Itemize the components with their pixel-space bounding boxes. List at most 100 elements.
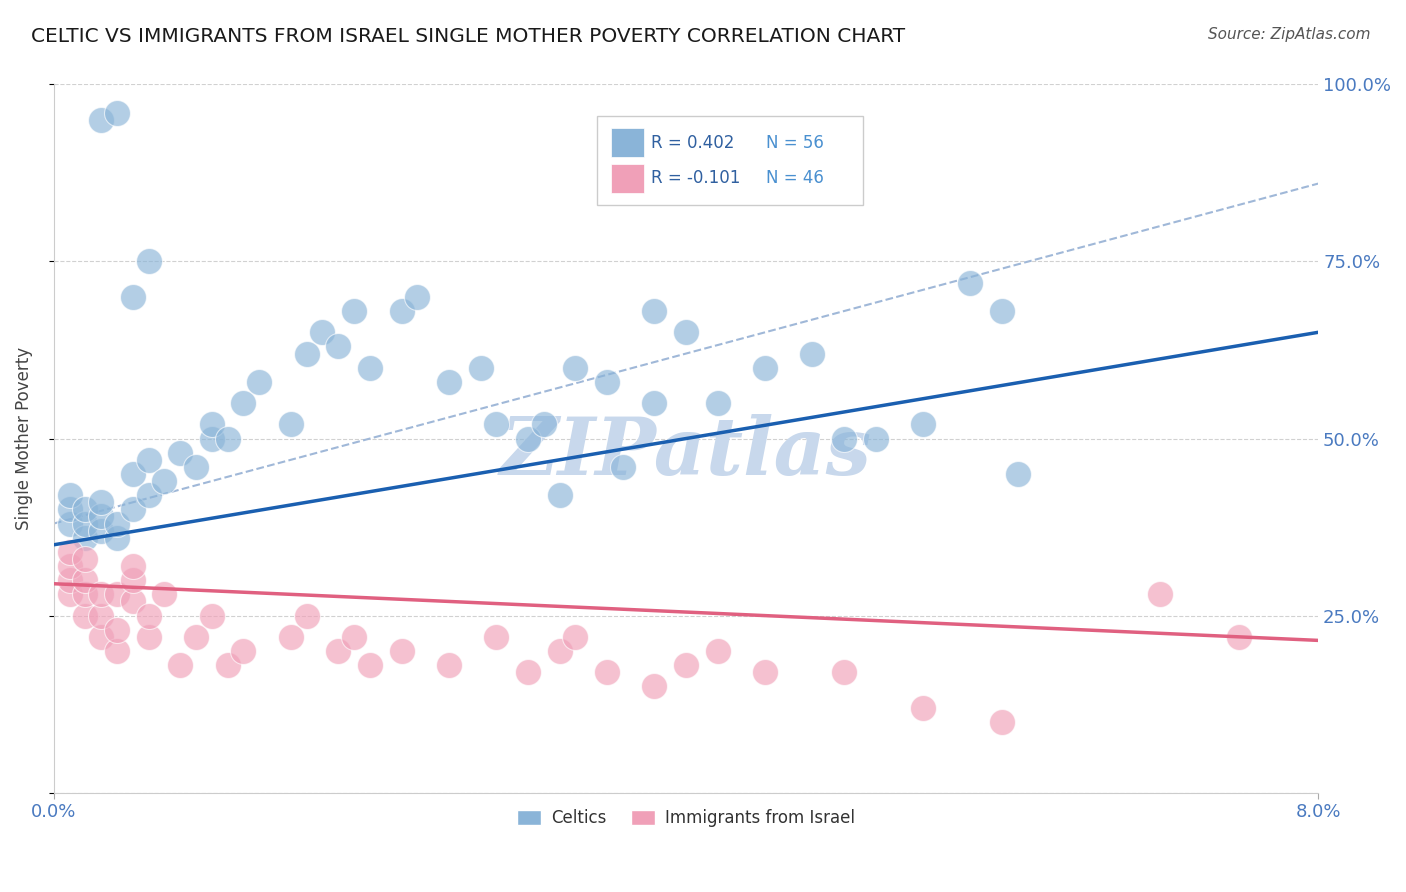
- Point: [991, 714, 1014, 729]
- Point: [105, 531, 128, 545]
- Point: [832, 665, 855, 680]
- Point: [90, 630, 112, 644]
- Point: [359, 658, 381, 673]
- Point: [59, 488, 82, 502]
- Point: [90, 495, 112, 509]
- Point: [391, 304, 413, 318]
- Point: [169, 658, 191, 673]
- Point: [706, 644, 728, 658]
- Point: [105, 587, 128, 601]
- Point: [169, 446, 191, 460]
- Point: [295, 608, 318, 623]
- Point: [59, 516, 82, 531]
- Point: [75, 516, 97, 531]
- Point: [311, 326, 333, 340]
- FancyBboxPatch shape: [612, 164, 644, 193]
- Point: [232, 644, 254, 658]
- Point: [105, 516, 128, 531]
- Point: [75, 587, 97, 601]
- Point: [596, 665, 619, 680]
- Point: [1227, 630, 1250, 644]
- Text: R = 0.402: R = 0.402: [651, 134, 734, 152]
- Point: [485, 417, 508, 432]
- Point: [485, 630, 508, 644]
- Point: [121, 502, 143, 516]
- Point: [391, 644, 413, 658]
- Point: [121, 559, 143, 574]
- Point: [706, 396, 728, 410]
- Point: [201, 432, 224, 446]
- Point: [596, 375, 619, 389]
- Point: [247, 375, 270, 389]
- Point: [959, 276, 981, 290]
- Point: [754, 360, 776, 375]
- Point: [533, 417, 555, 432]
- Point: [201, 608, 224, 623]
- Point: [343, 630, 366, 644]
- Point: [121, 573, 143, 587]
- Point: [217, 658, 239, 673]
- Text: Source: ZipAtlas.com: Source: ZipAtlas.com: [1208, 27, 1371, 42]
- Point: [121, 467, 143, 481]
- Point: [59, 545, 82, 559]
- Point: [138, 452, 160, 467]
- Point: [90, 524, 112, 538]
- Point: [59, 559, 82, 574]
- Point: [90, 509, 112, 524]
- Point: [612, 459, 634, 474]
- Point: [437, 375, 460, 389]
- Point: [184, 630, 207, 644]
- Point: [564, 630, 586, 644]
- Point: [801, 346, 824, 360]
- Point: [75, 531, 97, 545]
- Point: [280, 417, 302, 432]
- Point: [516, 432, 538, 446]
- Point: [105, 644, 128, 658]
- Point: [516, 665, 538, 680]
- Point: [59, 502, 82, 516]
- Text: N = 46: N = 46: [766, 169, 824, 187]
- Point: [328, 644, 350, 658]
- Point: [643, 304, 665, 318]
- Point: [75, 608, 97, 623]
- Point: [184, 459, 207, 474]
- Point: [217, 432, 239, 446]
- Point: [75, 552, 97, 566]
- Point: [121, 594, 143, 608]
- Text: CELTIC VS IMMIGRANTS FROM ISRAEL SINGLE MOTHER POVERTY CORRELATION CHART: CELTIC VS IMMIGRANTS FROM ISRAEL SINGLE …: [31, 27, 905, 45]
- Point: [75, 502, 97, 516]
- Point: [90, 112, 112, 127]
- Point: [232, 396, 254, 410]
- Point: [912, 700, 935, 714]
- Point: [90, 587, 112, 601]
- Y-axis label: Single Mother Poverty: Single Mother Poverty: [15, 347, 32, 530]
- Point: [643, 680, 665, 694]
- Legend: Celtics, Immigrants from Israel: Celtics, Immigrants from Israel: [510, 803, 860, 834]
- Point: [343, 304, 366, 318]
- Point: [675, 326, 697, 340]
- Point: [138, 630, 160, 644]
- Point: [470, 360, 492, 375]
- Point: [105, 623, 128, 637]
- Point: [564, 360, 586, 375]
- Point: [406, 290, 429, 304]
- Point: [59, 587, 82, 601]
- Point: [1149, 587, 1171, 601]
- Point: [548, 488, 571, 502]
- Point: [59, 573, 82, 587]
- Text: R = -0.101: R = -0.101: [651, 169, 740, 187]
- Point: [832, 432, 855, 446]
- FancyBboxPatch shape: [612, 128, 644, 157]
- Point: [295, 346, 318, 360]
- FancyBboxPatch shape: [598, 116, 863, 205]
- Point: [912, 417, 935, 432]
- Point: [121, 290, 143, 304]
- Point: [643, 396, 665, 410]
- Text: ZIPatlas: ZIPatlas: [501, 414, 872, 491]
- Point: [328, 339, 350, 353]
- Point: [138, 254, 160, 268]
- Point: [359, 360, 381, 375]
- Point: [138, 488, 160, 502]
- Point: [754, 665, 776, 680]
- Point: [865, 432, 887, 446]
